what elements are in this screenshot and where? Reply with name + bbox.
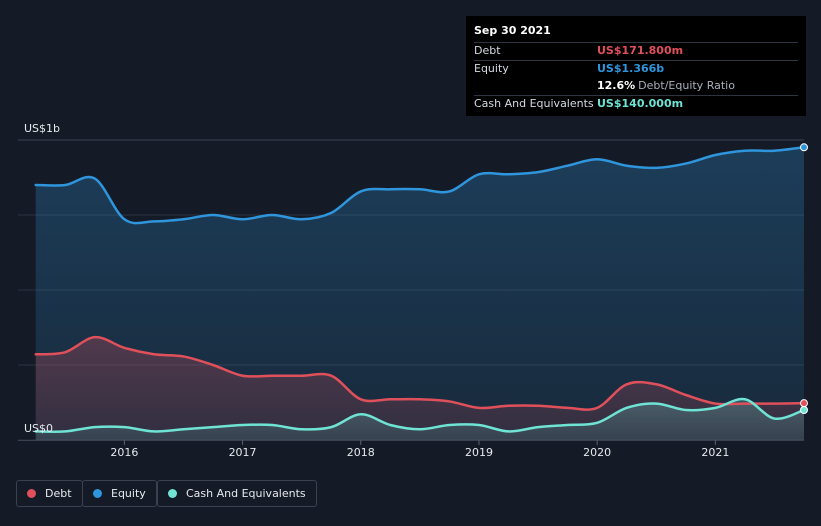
tooltip-date: Sep 30 2021 (474, 24, 551, 37)
cash-endpoint-marker (800, 406, 808, 414)
tooltip-cash-value: US$140.000m (597, 97, 684, 110)
equity-area (35, 147, 805, 441)
tooltip-row-debt: Debt US$171.800m (474, 42, 798, 60)
legend-cash-label: Cash And Equivalents (186, 487, 306, 500)
equity-endpoint-marker (800, 143, 808, 152)
y-axis-top-label: US$1b (24, 122, 61, 135)
cash-line (34, 397, 806, 433)
debt-line (34, 335, 806, 411)
x-tick-label: 2020 (583, 446, 611, 459)
y-axis-bottom-label: US$0 (24, 422, 54, 435)
data-tooltip: Sep 30 2021 Debt US$171.800m Equity US$1… (466, 16, 806, 116)
tooltip-ratio-label: Debt/Equity Ratio (638, 79, 735, 92)
x-tick-label: 2018 (347, 446, 375, 459)
x-tick-label: 2021 (701, 446, 729, 459)
tooltip-debt-label: Debt (474, 44, 501, 57)
x-tick-label: 2017 (229, 446, 257, 459)
cash-dot-icon (168, 489, 177, 498)
legend-equity-label: Equity (111, 487, 146, 500)
debt-dot-icon (27, 489, 36, 498)
legend-debt[interactable]: Debt (16, 480, 83, 507)
debt-endpoint-marker (800, 399, 808, 408)
legend-equity[interactable]: Equity (82, 480, 157, 507)
equity-line (34, 146, 806, 225)
tooltip-row-ratio: 12.6% Debt/Equity Ratio (474, 78, 798, 95)
tooltip-ratio-value: 12.6% (597, 79, 636, 92)
x-tick-label: 2019 (465, 446, 493, 459)
cash-area (35, 399, 805, 440)
tooltip-row-equity: Equity US$1.366b (474, 60, 798, 78)
legend-cash[interactable]: Cash And Equivalents (157, 480, 317, 507)
tooltip-row-cash: Cash And Equivalents US$140.000m (474, 95, 798, 113)
tooltip-cash-label: Cash And Equivalents (474, 97, 594, 110)
tooltip-equity-value: US$1.366b (597, 62, 665, 75)
legend-debt-label: Debt (45, 487, 72, 500)
equity-dot-icon (93, 489, 102, 498)
x-tick-label: 2016 (110, 446, 138, 459)
tooltip-debt-value: US$171.800m (597, 44, 684, 57)
tooltip-equity-label: Equity (474, 62, 509, 75)
